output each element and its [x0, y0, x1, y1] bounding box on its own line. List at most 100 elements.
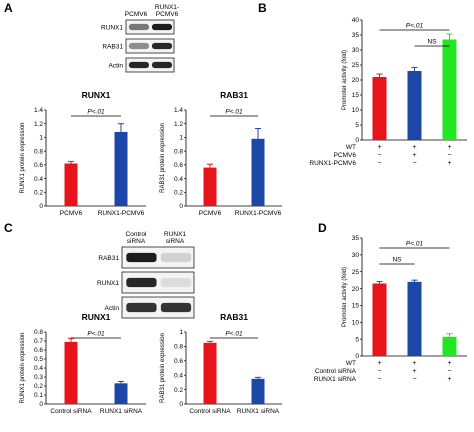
y-tick-label: 1: [179, 135, 183, 142]
blot-band: [126, 252, 157, 263]
condition-mark: +: [412, 144, 416, 151]
lane-label: RUNX1-PCMV6: [155, 4, 179, 18]
y-tick-label: 0.6: [174, 162, 183, 169]
y-tick-label: 0.6: [34, 162, 43, 169]
significance-label: P<.01: [87, 331, 105, 338]
y-tick-label: 1: [179, 329, 183, 336]
bracket-label: NS: [427, 39, 437, 46]
blot-row-label: RAB31: [98, 255, 119, 262]
bar: [372, 77, 387, 140]
condition-mark: −: [412, 160, 416, 167]
condition-label: RUNX1-PCMV6: [309, 160, 356, 167]
y-tick-label: 0.8: [34, 329, 43, 336]
y-tick-label: 1.4: [34, 107, 43, 114]
y-axis-label: RUNX1 protein expression: [20, 332, 26, 403]
condition-mark: −: [412, 376, 416, 383]
condition-mark: +: [412, 368, 416, 375]
blot-band: [126, 277, 157, 288]
y-tick-label: 30: [352, 47, 360, 54]
condition-label: PCMV6: [334, 152, 357, 159]
y-tick-label: 0: [355, 353, 359, 360]
chart-title: RAB31: [220, 312, 248, 322]
condition-label: RUNX1 siRNA: [314, 376, 357, 383]
significance-label: P<.01: [87, 109, 105, 116]
y-tick-label: 0.2: [174, 387, 183, 394]
blot-band: [128, 42, 150, 50]
blot-strip: [125, 57, 175, 73]
panel-letter-b: B: [258, 1, 267, 15]
y-tick-label: 0.6: [174, 358, 183, 365]
chart-b-promoter-activity: 0 5 10 15 20 25 30 35 40 Promoter activity (fold)…: [309, 17, 467, 167]
y-tick-label: 10: [352, 107, 360, 114]
bar: [114, 383, 128, 404]
panel-letter-d: D: [318, 221, 327, 235]
chart-c-rab31: 0 0.2 0.4 0.6 0.8 1 RAB31 protein expression RA…: [160, 312, 282, 415]
bar: [372, 283, 387, 356]
bar: [114, 131, 128, 206]
y-tick-label: 0: [39, 401, 43, 408]
blot-band: [160, 302, 192, 313]
x-tick-label: RUNX1-PCMV6: [235, 210, 282, 217]
chart-title: RUNX1: [82, 90, 111, 100]
lane-label: RUNX1 siRNA: [164, 231, 186, 245]
condition-mark: −: [377, 376, 381, 383]
y-tick-label: 1.4: [174, 107, 183, 114]
blot-band: [126, 302, 157, 313]
chart-d-promoter-activity: 0 5 10 15 20 25 30 35 Promoter activity (fold) NS…: [314, 235, 467, 383]
x-tick-label: PCMV6: [60, 210, 83, 217]
y-tick-label: 0.1: [34, 392, 43, 399]
panel-letter-c: C: [4, 221, 13, 235]
blot-band: [160, 277, 192, 288]
x-tick-label: Control siRNA: [189, 408, 231, 415]
y-tick-label: 35: [352, 235, 360, 242]
chart-c-runx1: 0 0.1 0.2 0.3 0.4 0.5 0.6 0.7 0.8 RUNX1 protein e…: [20, 312, 146, 415]
y-axis-label: Promoter activity (fold): [342, 267, 348, 327]
blot-band: [151, 42, 173, 50]
x-tick-label: RUNX1 siRNA: [237, 408, 280, 415]
blot-band: [151, 23, 173, 31]
significance-label: P<.01: [225, 109, 243, 116]
condition-mark: +: [447, 144, 451, 151]
y-tick-label: 30: [352, 252, 360, 259]
y-tick-label: 0.4: [174, 372, 183, 379]
y-tick-label: 0.8: [174, 344, 183, 351]
y-tick-label: 0.2: [34, 383, 43, 390]
y-tick-label: 5: [355, 336, 359, 343]
y-tick-label: 0.3: [34, 374, 43, 381]
chart-a-runx1: 0 0.2 0.4 0.6 0.8 1 1.2 1.4 RUNX1 protein expres…: [20, 90, 146, 217]
bracket-label: P<.01: [406, 23, 424, 30]
bar: [407, 71, 422, 140]
blot-strip: [125, 19, 175, 35]
y-tick-label: 0.8: [174, 148, 183, 155]
bar: [203, 342, 217, 404]
y-tick-label: 20: [352, 77, 360, 84]
blot-row-label: Actin: [109, 63, 124, 70]
y-tick-label: 15: [352, 303, 360, 310]
blot-strip: [121, 246, 195, 269]
condition-label: WT: [346, 360, 356, 367]
y-axis-label: RUNX1 protein expression: [20, 122, 26, 193]
condition-mark: +: [412, 360, 416, 367]
condition-mark: +: [412, 152, 416, 159]
chart-a-rab31: 0 0.2 0.4 0.6 0.8 1 1.2 1.4 RAB31 protein expres…: [160, 90, 282, 217]
y-tick-label: 0.4: [34, 176, 43, 183]
blot-row-label: RAB31: [102, 44, 123, 51]
blot-band: [151, 61, 173, 69]
blot-band: [160, 252, 192, 263]
western-blot-a: PCMV6 RUNX1-PCMV6 RUNX1 RAB31 Actin: [101, 4, 179, 73]
x-tick-label: RUNX1-PCMV6: [98, 210, 145, 217]
y-tick-label: 15: [352, 92, 360, 99]
western-blot-c: Control siRNA RUNX1 siRNA RAB31 RUNX1 Actin: [97, 231, 195, 319]
y-axis-label: RAB31 protein expression: [160, 333, 166, 403]
bar: [442, 39, 457, 140]
y-tick-label: 0.5: [34, 356, 43, 363]
y-tick-label: 0.4: [174, 176, 183, 183]
chart-title: RAB31: [220, 90, 248, 100]
y-tick-label: 0.7: [34, 338, 43, 345]
blot-strip: [121, 296, 195, 319]
y-tick-label: 35: [352, 32, 360, 39]
blot-band: [128, 61, 150, 69]
condition-mark: −: [377, 160, 381, 167]
y-tick-label: 0: [355, 137, 359, 144]
y-tick-label: 1.2: [34, 121, 43, 128]
